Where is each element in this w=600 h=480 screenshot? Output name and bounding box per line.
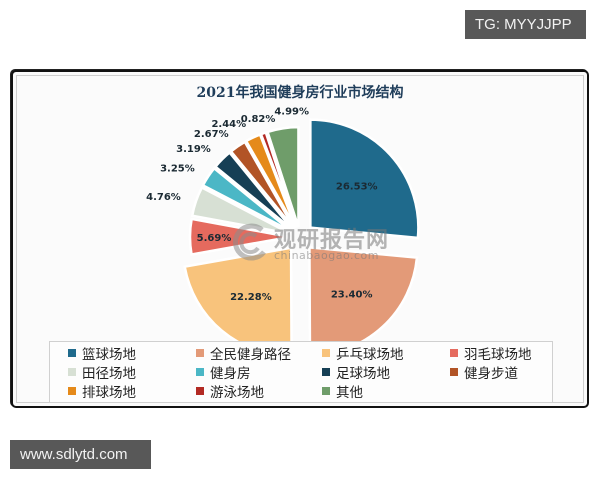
slice-label: 3.25% — [160, 164, 195, 175]
legend-label: 排球场地 — [82, 385, 136, 401]
legend-item-other: 其他 — [322, 382, 363, 401]
legend-swatch — [450, 368, 458, 376]
legend-label: 乒乓球场地 — [336, 347, 404, 363]
legend-item-fitness-trail: 健身步道 — [450, 363, 518, 382]
pie-slice — [213, 150, 294, 231]
legend-swatch — [196, 368, 204, 376]
slice-label: 5.69% — [197, 233, 232, 244]
legend-item-basketball: 篮球场地 — [68, 344, 136, 363]
slice-label: 4.76% — [146, 192, 181, 203]
bottom-tag: www.sdlytd.com — [10, 440, 151, 469]
watermark-logo-icon — [232, 223, 266, 261]
legend-label: 其他 — [336, 385, 363, 401]
legend-swatch — [322, 368, 330, 376]
legend-label: 健身房 — [210, 366, 251, 382]
legend: 篮球场地 全民健身路径 乒乓球场地 羽毛球场地 田径场地 健身房 足球场地 健身… — [49, 341, 553, 403]
watermark-en: chinabaogao.com — [274, 249, 379, 262]
legend-item-fitness-path: 全民健身路径 — [196, 344, 291, 363]
legend-label: 游泳场地 — [210, 385, 264, 401]
slice-label: 2.44% — [211, 119, 246, 130]
slice-label: 2.67% — [194, 129, 229, 140]
slice-label: 0.82% — [241, 114, 276, 125]
legend-swatch — [196, 349, 204, 357]
legend-swatch — [68, 349, 76, 357]
legend-label: 足球场地 — [336, 366, 390, 382]
pie-slice — [308, 245, 419, 357]
legend-swatch — [196, 387, 204, 395]
pie-slice — [266, 125, 300, 228]
legend-swatch — [68, 387, 76, 395]
legend-label: 健身步道 — [464, 366, 518, 382]
pie-slice — [309, 118, 420, 240]
legend-swatch — [68, 368, 76, 376]
pie-slice — [190, 185, 292, 235]
slice-label: 3.19% — [176, 144, 211, 155]
legend-item-swimming: 游泳场地 — [196, 382, 264, 401]
watermark-cn: 观研报告网 — [274, 228, 390, 253]
legend-label: 篮球场地 — [82, 347, 136, 363]
legend-item-volleyball: 排球场地 — [68, 382, 136, 401]
pie-slice — [229, 140, 296, 230]
legend-item-football: 足球场地 — [322, 363, 390, 382]
slice-label: 26.53% — [336, 181, 378, 192]
legend-swatch — [322, 387, 330, 395]
legend-label: 全民健身路径 — [210, 347, 291, 363]
slice-label: 4.99% — [274, 107, 309, 118]
legend-label: 羽毛球场地 — [464, 347, 532, 363]
chart-title: 2021年我国健身房行业市场结构 — [196, 85, 404, 101]
pie-slice — [188, 217, 291, 256]
pie-slice — [259, 130, 298, 229]
legend-item-table-tennis: 乒乓球场地 — [322, 344, 404, 363]
top-tag: TG: MYYJJPP — [465, 10, 586, 39]
legend-swatch — [322, 349, 330, 357]
legend-item-gym: 健身房 — [196, 363, 251, 382]
slice-label: 22.28% — [230, 292, 272, 303]
legend-item-badminton: 羽毛球场地 — [450, 344, 532, 363]
legend-item-track-field: 田径场地 — [68, 363, 136, 382]
pie-slice — [201, 166, 293, 233]
slice-label: 23.40% — [331, 290, 373, 301]
legend-label: 田径场地 — [82, 366, 136, 382]
legend-swatch — [450, 349, 458, 357]
